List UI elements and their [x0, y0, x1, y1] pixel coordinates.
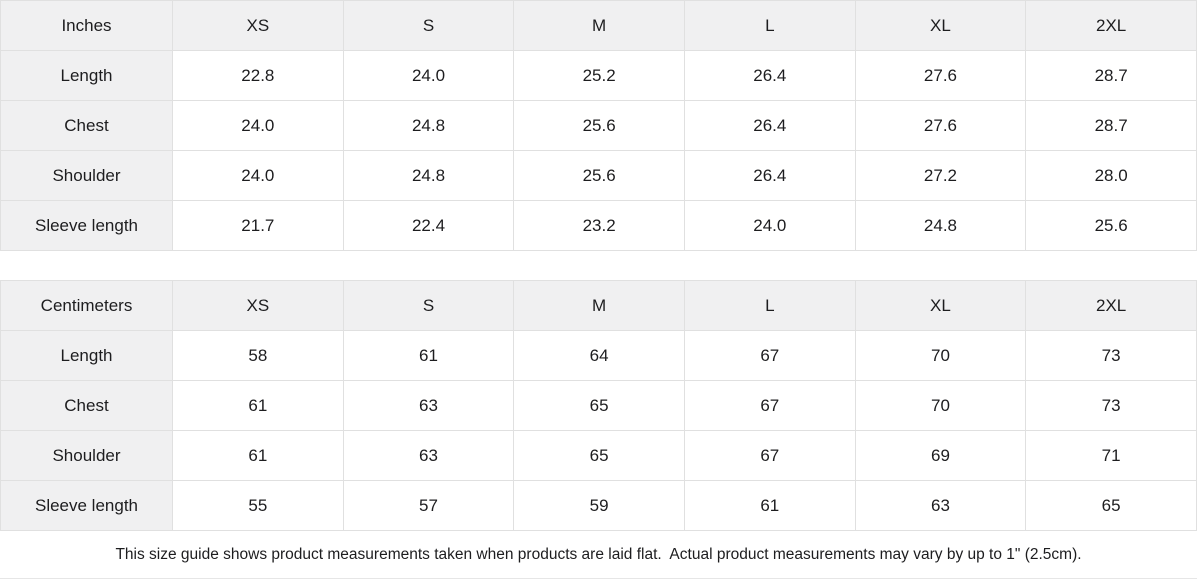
inches-measurement-label-cell: Sleeve length — [0, 200, 173, 251]
inches-measurement-value-cell: 24.8 — [342, 100, 515, 151]
inches-measurement-value-cell: 27.6 — [854, 50, 1027, 101]
size-table-inches: Inches XS S M L XL 2XL Length 22.8 24.0 25.2 26.4 27… — [0, 0, 1197, 251]
centimeters-measurement-value-cell: 73 — [1025, 330, 1197, 381]
centimeters-measurement-row: Length 58 61 64 67 70 73 — [0, 330, 1197, 381]
centimeters-measurement-value-cell: 61 — [172, 430, 344, 481]
centimeters-measurement-label-cell: Chest — [0, 380, 173, 431]
centimeters-measurement-value-cell: 61 — [683, 480, 856, 531]
inches-measurement-value-cell: 25.6 — [513, 100, 685, 151]
centimeters-measurement-value-cell: 71 — [1025, 430, 1197, 481]
centimeters-measurement-value-cell: 61 — [172, 380, 344, 431]
centimeters-measurement-value-cell: 57 — [342, 480, 515, 531]
centimeters-size-header-cell-l: L — [683, 280, 856, 331]
size-guide-disclaimer: This size guide shows product measuremen… — [0, 531, 1197, 579]
centimeters-measurement-row: Sleeve length 55 57 59 61 63 65 — [0, 480, 1197, 531]
inches-measurement-value-cell: 25.6 — [513, 150, 685, 201]
inches-measurement-value-cell: 24.8 — [342, 150, 515, 201]
centimeters-measurement-label-cell: Length — [0, 330, 173, 381]
centimeters-measurement-value-cell: 64 — [513, 330, 685, 381]
inches-measurement-value-cell: 25.2 — [513, 50, 685, 101]
centimeters-measurement-value-cell: 61 — [342, 330, 515, 381]
inches-measurement-value-cell: 27.2 — [854, 150, 1027, 201]
centimeters-measurement-value-cell: 70 — [854, 330, 1027, 381]
inches-measurement-row: Length 22.8 24.0 25.2 26.4 27.6 28.7 — [0, 50, 1197, 101]
inches-size-header-cell-m: M — [513, 0, 685, 51]
centimeters-measurement-row: Shoulder 61 63 65 67 69 71 — [0, 430, 1197, 481]
centimeters-measurement-value-cell: 65 — [513, 380, 685, 431]
centimeters-measurement-value-cell: 63 — [342, 380, 515, 431]
centimeters-measurement-value-cell: 63 — [342, 430, 515, 481]
centimeters-header-row: Centimeters XS S M L XL 2XL — [0, 280, 1197, 331]
inches-size-header-cell-xl: XL — [854, 0, 1027, 51]
inches-header-row: Inches XS S M L XL 2XL — [0, 0, 1197, 51]
centimeters-measurement-value-cell: 58 — [172, 330, 344, 381]
inches-measurement-label-cell: Shoulder — [0, 150, 173, 201]
centimeters-measurement-label-cell: Shoulder — [0, 430, 173, 481]
centimeters-measurement-label-cell: Sleeve length — [0, 480, 173, 531]
centimeters-unit-header-cell: Centimeters — [0, 280, 173, 331]
inches-measurement-value-cell: 26.4 — [683, 50, 856, 101]
centimeters-measurement-value-cell: 65 — [513, 430, 685, 481]
inches-measurement-value-cell: 26.4 — [683, 150, 856, 201]
centimeters-size-header-cell-m: M — [513, 280, 685, 331]
inches-measurement-value-cell: 28.0 — [1025, 150, 1197, 201]
inches-size-header-cell-l: L — [683, 0, 856, 51]
centimeters-measurement-value-cell: 65 — [1025, 480, 1197, 531]
centimeters-size-header-cell-xs: XS — [172, 280, 344, 331]
centimeters-measurement-row: Chest 61 63 65 67 70 73 — [0, 380, 1197, 431]
centimeters-measurement-value-cell: 67 — [683, 430, 856, 481]
inches-measurement-value-cell: 24.0 — [172, 150, 344, 201]
inches-measurement-value-cell: 21.7 — [172, 200, 344, 251]
inches-measurement-value-cell: 28.7 — [1025, 50, 1197, 101]
centimeters-measurement-value-cell: 67 — [683, 380, 856, 431]
inches-measurement-row: Chest 24.0 24.8 25.6 26.4 27.6 28.7 — [0, 100, 1197, 151]
inches-measurement-value-cell: 26.4 — [683, 100, 856, 151]
inches-size-header-cell-s: S — [342, 0, 515, 51]
inches-unit-header-cell: Inches — [0, 0, 173, 51]
centimeters-measurement-value-cell: 59 — [513, 480, 685, 531]
centimeters-measurement-value-cell: 70 — [854, 380, 1027, 431]
inches-measurement-row: Shoulder 24.0 24.8 25.6 26.4 27.2 28.0 — [0, 150, 1197, 201]
inches-measurement-value-cell: 24.0 — [342, 50, 515, 101]
centimeters-measurement-value-cell: 69 — [854, 430, 1027, 481]
inches-measurement-value-cell: 23.2 — [513, 200, 685, 251]
inches-measurement-value-cell: 24.0 — [683, 200, 856, 251]
centimeters-measurement-value-cell: 63 — [854, 480, 1027, 531]
centimeters-measurement-value-cell: 67 — [683, 330, 856, 381]
inches-measurement-value-cell: 27.6 — [854, 100, 1027, 151]
centimeters-size-header-cell-s: S — [342, 280, 515, 331]
centimeters-measurement-value-cell: 73 — [1025, 380, 1197, 431]
inches-measurement-label-cell: Length — [0, 50, 173, 101]
inches-measurement-value-cell: 22.4 — [342, 200, 515, 251]
inches-size-header-cell-2xl: 2XL — [1025, 0, 1197, 51]
inches-measurement-value-cell: 24.8 — [854, 200, 1027, 251]
inches-measurement-value-cell: 25.6 — [1025, 200, 1197, 251]
inches-measurement-value-cell: 22.8 — [172, 50, 344, 101]
table-gap — [0, 251, 1197, 280]
centimeters-measurement-value-cell: 55 — [172, 480, 344, 531]
centimeters-size-header-cell-2xl: 2XL — [1025, 280, 1197, 331]
centimeters-size-header-cell-xl: XL — [854, 280, 1027, 331]
inches-measurement-label-cell: Chest — [0, 100, 173, 151]
inches-size-header-cell-xs: XS — [172, 0, 344, 51]
inches-measurement-row: Sleeve length 21.7 22.4 23.2 24.0 24.8 25.6 — [0, 200, 1197, 251]
inches-measurement-value-cell: 28.7 — [1025, 100, 1197, 151]
inches-measurement-value-cell: 24.0 — [172, 100, 344, 151]
size-table-centimeters: Centimeters XS S M L XL 2XL Length 58 61 64 67 70 73 C… — [0, 280, 1197, 531]
